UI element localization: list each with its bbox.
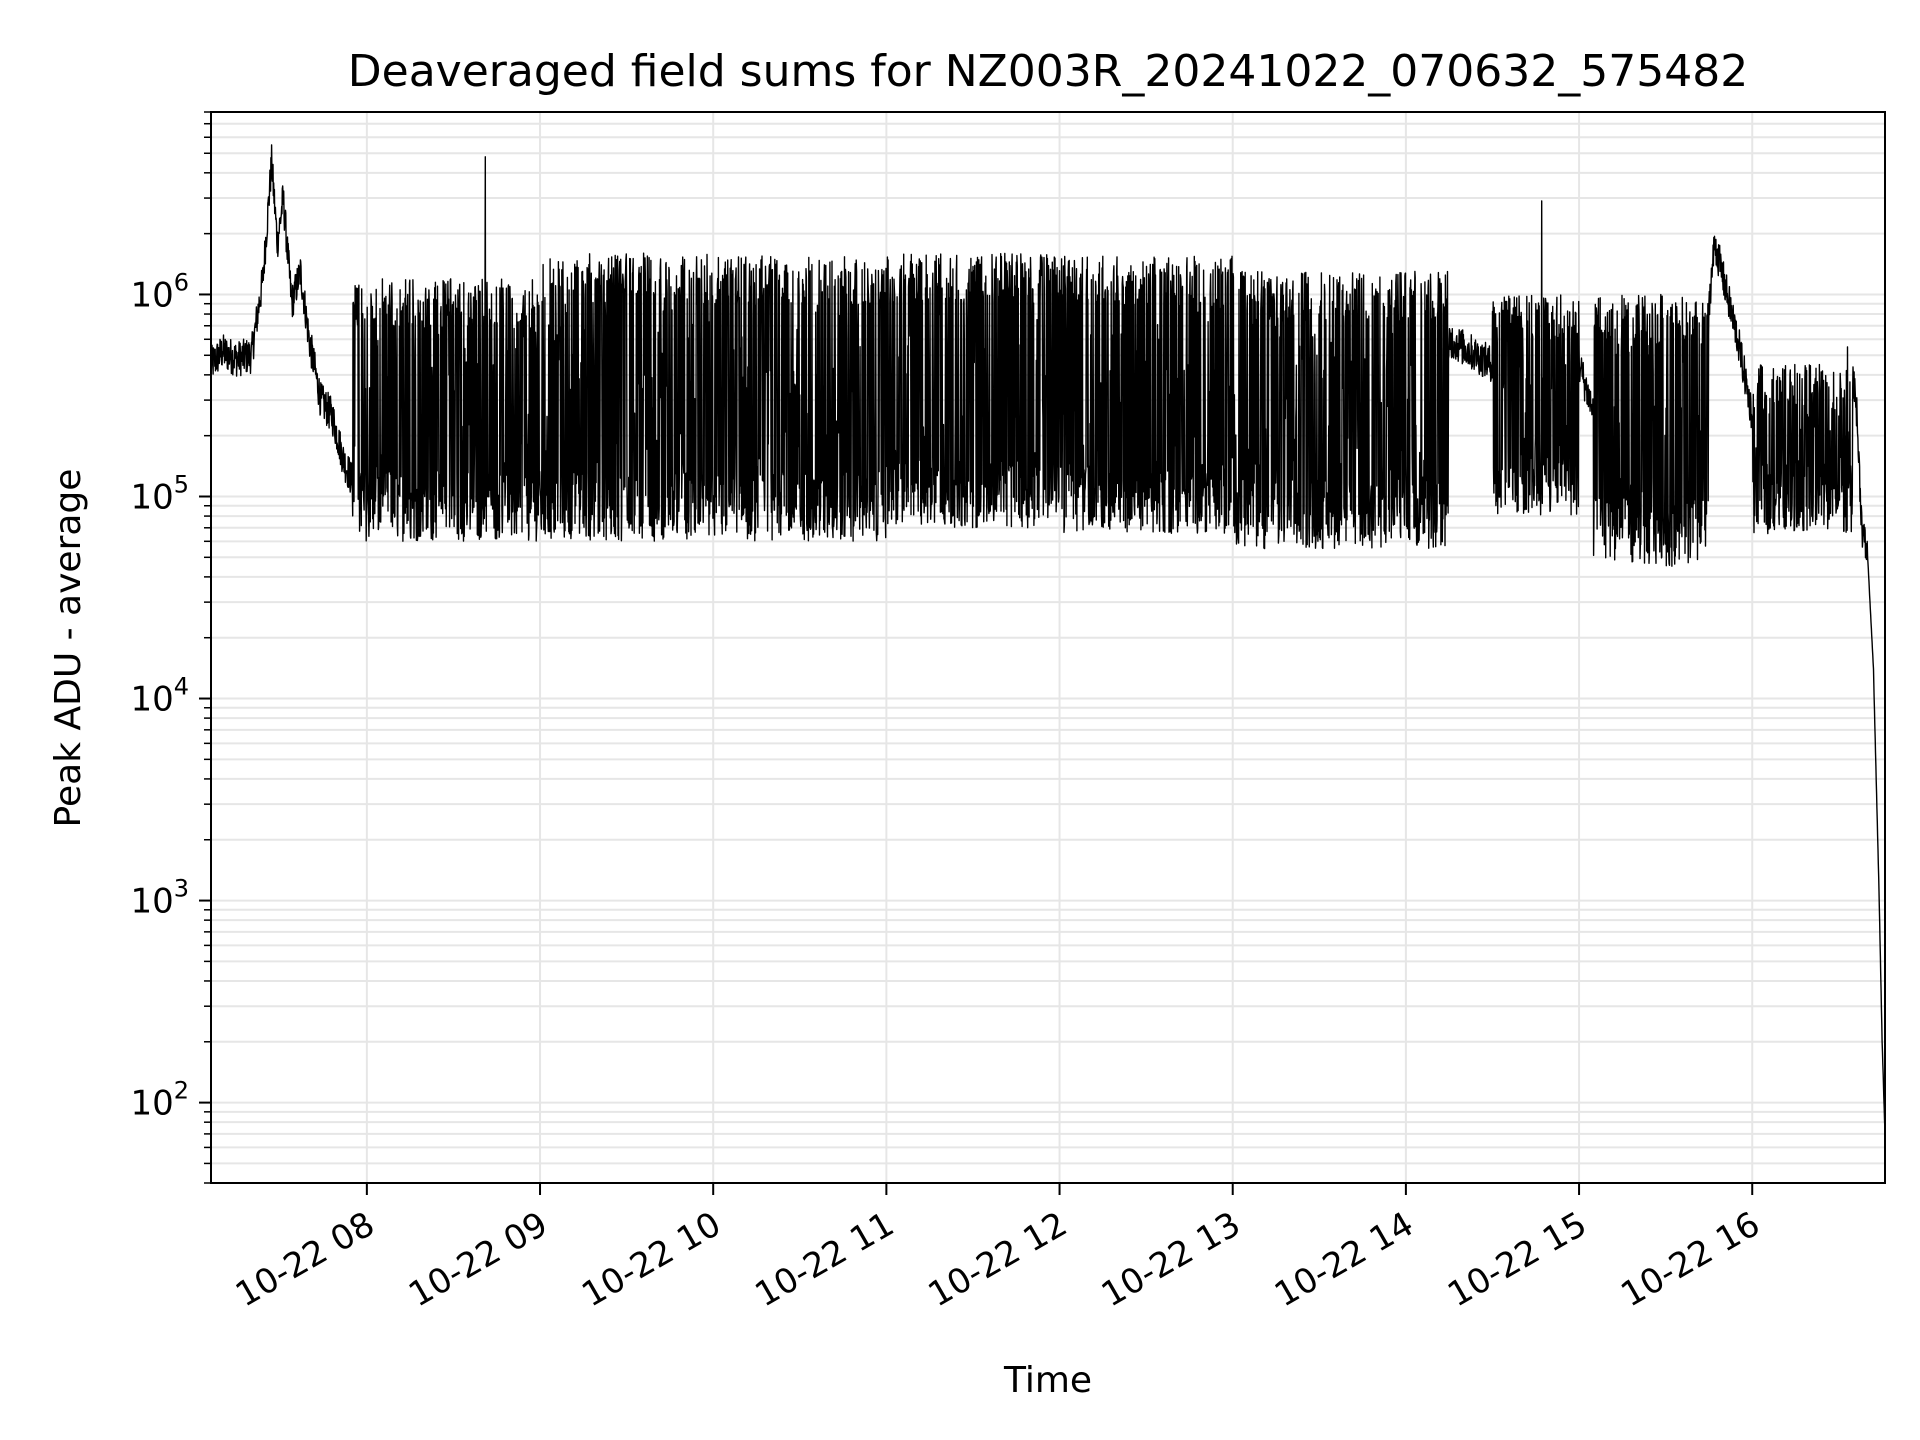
minor-grid xyxy=(211,111,1885,1184)
chart-title: Deaveraged field sums for NZ003R_2024102… xyxy=(348,46,1748,97)
y-tick-label: 106 xyxy=(130,268,189,315)
y-axis-label: Peak ADU - average xyxy=(48,469,89,828)
y-tick-label: 104 xyxy=(130,673,189,720)
series-line xyxy=(210,144,1886,1131)
y-tick-label: 103 xyxy=(130,875,189,922)
y-tick-label: 105 xyxy=(130,470,189,517)
y-tick-label: 102 xyxy=(130,1077,189,1124)
plot-frame xyxy=(210,111,1886,1184)
x-axis-label: Time xyxy=(1003,1360,1092,1401)
y-axis-ticks: 102 103 104 105 106 xyxy=(130,111,211,1184)
